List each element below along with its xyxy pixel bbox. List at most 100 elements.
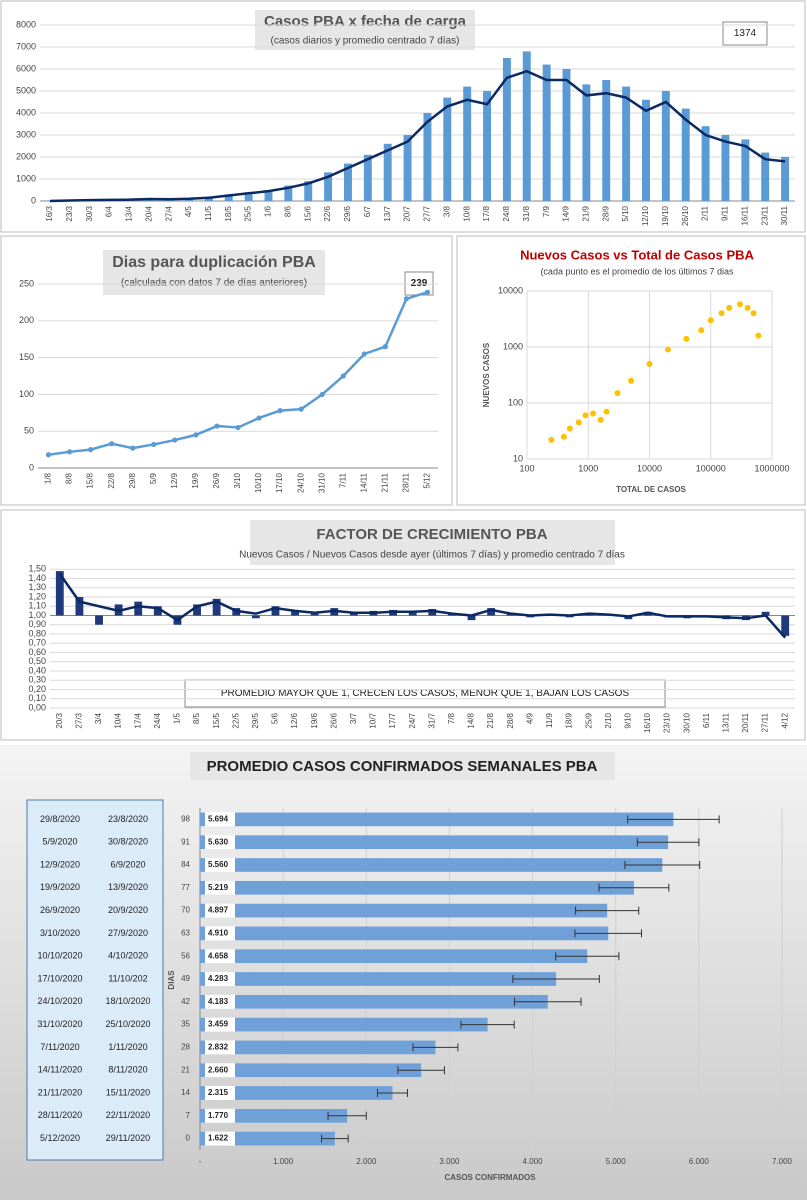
table-cell: 12/9/2020 [40,859,80,869]
y-axis-label: NUEVOS CASOS [482,342,491,407]
table-cell: 27/9/2020 [108,928,148,938]
value-label: 2.832 [208,1043,229,1052]
bar [264,190,273,201]
bar [661,91,670,201]
x-tick-label: 10/4 [114,712,123,728]
bar [310,613,319,616]
error-bar [598,883,670,892]
bar [200,1086,393,1100]
x-tick-label: 29/5 [251,712,260,728]
x-tick-label: 3/10 [233,472,242,488]
value-label: 3.459 [208,1020,229,1029]
bar [483,91,492,201]
table-cell: 20/9/2020 [108,905,148,915]
x-tick-label: 12/6 [290,712,299,728]
y-tick-label: 28 [181,1043,190,1052]
x-axis-label: CASOS CONFIRMADOS [444,1173,536,1182]
error-bar [412,1043,459,1052]
point [628,377,635,384]
x-tick-label: 10000 [637,463,662,473]
x-tick-label: 8/6 [283,205,292,217]
y-tick-label: 1000 [503,341,523,351]
y-tick-label: 0,70 [28,638,46,648]
y-tick-label: 0 [29,462,34,472]
value-label-box [205,880,235,895]
bar [304,181,313,201]
x-tick-label: 18/9 [565,712,574,728]
x-tick-label: 29/6 [343,205,352,221]
table-cell: 19/9/2020 [40,882,80,892]
table-cell: 21/11/2020 [38,1087,82,1097]
y-tick-label: 100 [508,397,523,407]
x-tick-label: 16/10 [643,712,652,733]
x-tick-label: 14/11 [359,472,368,492]
bar [200,835,669,850]
bar [343,163,352,201]
bar [212,598,221,616]
bar [244,192,253,201]
x-tick-label: 24/10 [296,472,305,493]
bar [224,194,233,201]
x-tick-label: 15/5 [212,712,221,728]
bar [467,615,476,621]
x-tick-label: 31/10 [317,472,326,493]
x-tick-label: 6/7 [363,205,372,217]
x-tick-label: 20/4 [144,205,153,221]
panel [456,235,806,506]
chart-title: Casos PBA x fecha de carga [264,13,467,30]
x-tick-label: 4.000 [523,1157,544,1166]
average-line [49,69,786,203]
point [707,317,714,324]
point [424,289,431,295]
x-tick-label: 100000 [696,463,726,473]
value-label: 4.910 [208,929,229,938]
annotation-box [184,679,666,708]
y-tick-label: 10000 [498,285,523,295]
title-box [255,10,475,50]
table-cell: 30/8/2020 [108,837,148,847]
x-tick-label: 19/6 [310,712,319,728]
x-tick-label: 15/6 [303,205,312,221]
x-tick-label: 26/9 [212,472,221,488]
bar [502,58,511,201]
x-tick-label: 8/8 [65,472,74,484]
table-cell: 6/9/2020 [110,859,145,869]
x-tick-label: 27/11 [761,712,770,732]
x-tick-label: 7/9 [542,205,551,217]
point [256,415,262,421]
x-tick-label: 11/5 [204,205,213,221]
x-tick-label: 17/10 [275,472,284,493]
x-tick-label: 5/10 [621,205,630,221]
x-tick-label: 5/9 [149,472,158,484]
y-tick-label: 100 [19,389,34,399]
error-bar [327,1111,367,1120]
value-label-box [205,972,235,986]
x-tick-label: 13/11 [721,712,730,732]
value-label-box [205,1017,235,1032]
x-tick-label: 28/11 [402,472,411,492]
x-tick-label: 10/7 [369,712,378,728]
title-box [103,250,325,295]
x-tick-label: 17/7 [388,712,397,728]
bar [271,606,280,616]
bar [781,615,790,636]
bar [193,604,201,616]
x-tick-label: 3/8 [442,205,451,217]
y-tick-label: 0,10 [28,693,46,703]
x-tick-label: 10/10 [254,472,263,493]
value-label-box [205,1040,235,1055]
x-tick-label: 15/8 [86,472,95,488]
x-tick-label: 5/12 [423,472,432,488]
y-tick-label: 14 [181,1088,190,1097]
average-line [58,573,787,639]
y-tick-label: 0,80 [28,628,46,638]
value-label-box [205,926,235,941]
bar [681,108,690,201]
x-tick-label: 7/8 [447,712,456,724]
value-label: 4.183 [208,997,229,1006]
table-cell: 5/12/2020 [40,1133,80,1143]
x-tick-label: 20/3 [55,712,64,728]
bar [542,64,551,201]
x-tick-label: 23/11 [760,205,769,225]
